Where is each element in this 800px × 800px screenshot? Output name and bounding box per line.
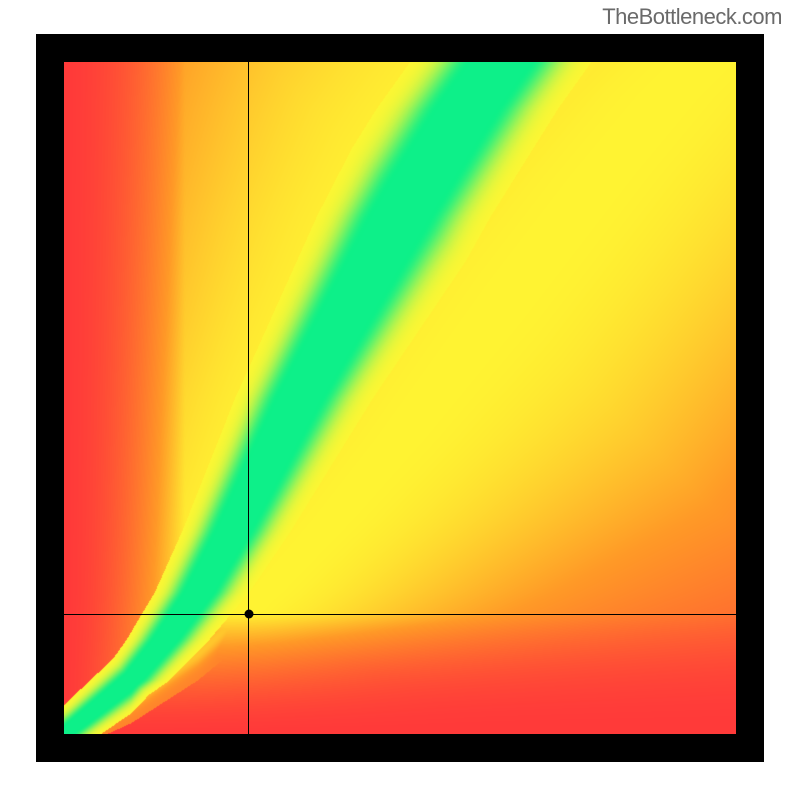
plot-outer-frame	[36, 34, 764, 762]
plot-area	[64, 62, 736, 734]
root: TheBottleneck.com	[0, 0, 800, 800]
watermark-text: TheBottleneck.com	[602, 4, 782, 30]
crosshair-horizontal	[64, 614, 736, 615]
crosshair-vertical	[248, 62, 249, 734]
crosshair-marker	[244, 610, 253, 619]
heatmap-canvas	[64, 62, 736, 734]
